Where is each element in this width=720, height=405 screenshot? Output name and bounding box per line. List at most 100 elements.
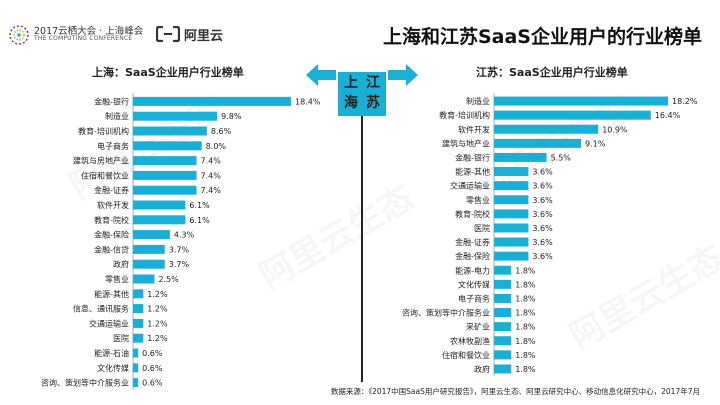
value-label: 3.6% bbox=[532, 196, 553, 205]
bar bbox=[133, 111, 218, 121]
chart-title-shanghai: 上海：SaaS企业用户行业榜单 bbox=[92, 66, 244, 79]
bar bbox=[133, 96, 291, 106]
bar bbox=[133, 274, 155, 284]
category-label: 交通运输业 bbox=[89, 318, 129, 328]
value-label: 1.8% bbox=[515, 266, 536, 275]
bar bbox=[494, 336, 512, 346]
category-label: 教育-院校 bbox=[455, 209, 490, 219]
bar bbox=[494, 308, 512, 318]
value-label: 1.8% bbox=[515, 323, 536, 332]
value-label: 9.1% bbox=[585, 139, 606, 148]
bar bbox=[494, 237, 529, 247]
bar bbox=[133, 318, 144, 328]
bar bbox=[133, 156, 197, 166]
bar bbox=[494, 364, 512, 374]
bar bbox=[133, 200, 186, 210]
category-label: 软件开发 bbox=[458, 124, 490, 134]
region-label-box: 上海 江苏 bbox=[338, 72, 386, 116]
category-label: 住宿和餐饮业 bbox=[81, 170, 129, 180]
bar bbox=[494, 350, 512, 360]
bar bbox=[494, 293, 512, 303]
value-label: 3.6% bbox=[532, 224, 553, 233]
value-label: 18.2% bbox=[672, 97, 698, 106]
value-label: 0.6% bbox=[142, 379, 163, 388]
category-label: 政府 bbox=[113, 259, 129, 269]
value-label: 3.7% bbox=[169, 245, 190, 254]
category-label: 能源-其他 bbox=[94, 289, 129, 299]
region-label-shanghai: 上海 bbox=[344, 75, 358, 111]
chart-title-jiangsu: 江苏：SaaS企业用户行业榜单 bbox=[476, 66, 628, 79]
brand-name: 阿里云 bbox=[184, 29, 224, 44]
bar bbox=[133, 244, 165, 254]
category-label: 软件开发 bbox=[97, 200, 129, 210]
category-label: 采矿业 bbox=[466, 322, 490, 332]
data-source-note: 数据来源：《2017中国SaaS用户研究报告》，阿里云生态、阿里云研究中心、移动… bbox=[330, 387, 700, 396]
bar bbox=[133, 378, 139, 388]
value-label: 1.8% bbox=[515, 337, 536, 346]
value-label: 10.9% bbox=[602, 125, 628, 134]
bar bbox=[133, 289, 144, 299]
value-label: 1.8% bbox=[515, 351, 536, 360]
value-label: 9.8% bbox=[221, 112, 242, 121]
value-label: 4.3% bbox=[174, 231, 195, 240]
value-label: 3.6% bbox=[532, 252, 553, 261]
aliyun-mark-icon bbox=[156, 26, 180, 42]
category-label: 文化传媒 bbox=[97, 363, 129, 373]
bar bbox=[133, 333, 144, 343]
bar bbox=[133, 185, 197, 195]
bar bbox=[133, 259, 165, 269]
page-title: 上海和江苏SaaS企业用户的行业榜单 bbox=[382, 26, 702, 48]
category-label: 文化传媒 bbox=[458, 279, 490, 289]
category-label: 制造业 bbox=[466, 96, 490, 106]
value-label: 3.6% bbox=[532, 182, 553, 191]
region-label-jiangsu: 江苏 bbox=[366, 75, 380, 111]
bar bbox=[494, 279, 512, 289]
category-label: 金融-银行 bbox=[455, 152, 490, 162]
category-label: 政府 bbox=[474, 364, 490, 374]
bar bbox=[133, 304, 144, 314]
bar bbox=[494, 181, 529, 191]
event-subtitle: THE COMPUTING CONFERENCE bbox=[34, 35, 133, 42]
value-label: 8.0% bbox=[206, 142, 227, 151]
category-label: 教育-培训机构 bbox=[439, 110, 490, 120]
bar bbox=[133, 230, 170, 240]
arrow-right-icon bbox=[388, 64, 418, 86]
bar bbox=[133, 348, 139, 358]
value-label: 6.1% bbox=[189, 216, 210, 225]
value-label: 1.8% bbox=[515, 365, 536, 374]
category-label: 建筑与房地产业 bbox=[73, 156, 129, 166]
bar bbox=[494, 209, 529, 219]
bar bbox=[494, 322, 512, 332]
category-label: 农林牧副渔 bbox=[450, 336, 490, 346]
bar bbox=[133, 141, 202, 151]
value-label: 1.2% bbox=[147, 305, 168, 314]
value-label: 16.4% bbox=[655, 111, 681, 120]
bar bbox=[494, 251, 529, 261]
category-label: 医院 bbox=[113, 333, 129, 343]
category-label: 金融-保险 bbox=[94, 230, 129, 240]
bar bbox=[133, 170, 197, 180]
value-label: 5.5% bbox=[551, 153, 572, 162]
value-label: 3.6% bbox=[532, 238, 553, 247]
value-label: 18.4% bbox=[295, 97, 321, 106]
bar bbox=[494, 110, 651, 120]
value-label: 3.6% bbox=[532, 210, 553, 219]
category-label: 电子商务 bbox=[458, 293, 490, 303]
category-label: 住宿和餐饮业 bbox=[442, 350, 490, 360]
value-label: 0.6% bbox=[142, 349, 163, 358]
category-label: 教育-院校 bbox=[94, 215, 129, 225]
bar bbox=[494, 167, 529, 177]
category-label: 能源-石油 bbox=[94, 348, 129, 358]
center-divider bbox=[361, 72, 363, 382]
category-label: 能源-电力 bbox=[455, 265, 490, 275]
value-label: 1.8% bbox=[515, 280, 536, 289]
category-label: 金融-银行 bbox=[94, 96, 129, 106]
value-label: 8.6% bbox=[211, 127, 232, 136]
value-label: 6.1% bbox=[189, 201, 210, 210]
value-label: 3.7% bbox=[169, 260, 190, 269]
category-label: 交通运输业 bbox=[450, 181, 490, 191]
bar bbox=[494, 265, 512, 275]
category-label: 零售业 bbox=[105, 274, 129, 284]
bar bbox=[494, 223, 529, 233]
